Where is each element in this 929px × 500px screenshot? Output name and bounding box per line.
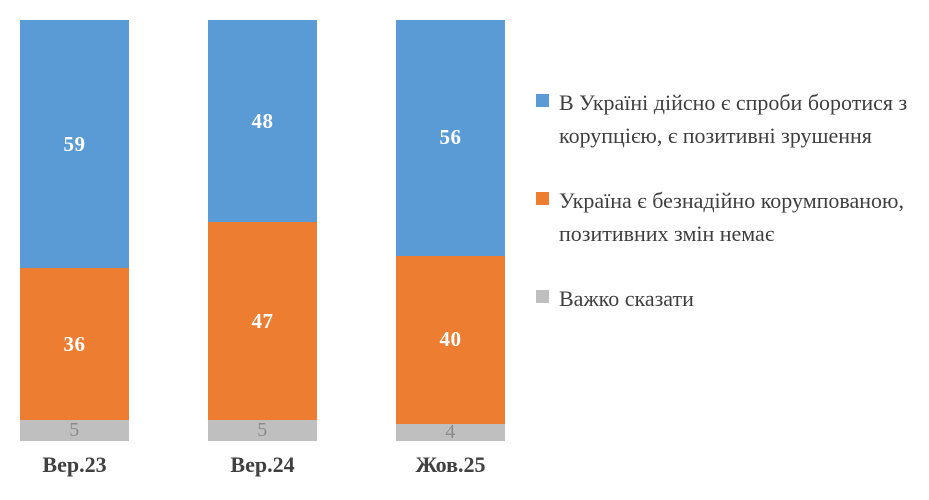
legend-label-hopelessly-corrupt: Україна є безнадійно корумпованою, позит… <box>559 188 904 246</box>
bar-segment-hopelessly-corrupt: 36 <box>20 268 129 420</box>
bar-segment-hard-to-say: 4 <box>396 421 505 444</box>
legend-item-hopelessly-corrupt: Україна є безнадійно корумпованою, позит… <box>536 184 926 250</box>
segment-value-label: 59 <box>63 131 86 156</box>
bar-ver23: 59 36 5 <box>20 20 129 441</box>
bar-segment-fight-attempts: 56 <box>396 20 505 256</box>
segment-value-label: 5 <box>257 418 268 441</box>
category-label-zhov25: Жов.25 <box>415 452 486 477</box>
bar-segment-hard-to-say: 5 <box>20 418 129 441</box>
bar-segment-hopelessly-corrupt: 40 <box>396 255 505 425</box>
legend-item-hard-to-say: Важко сказати <box>536 282 926 315</box>
segment-value-label: 40 <box>439 327 462 352</box>
segment-value-label: 47 <box>251 308 274 333</box>
legend-label-fight-attempts: В Україні дійсно є спроби боротися з кор… <box>559 90 908 148</box>
bar-segment-hopelessly-corrupt: 47 <box>208 222 317 420</box>
legend-marker-orange-icon <box>536 192 549 205</box>
segment-value-label: 36 <box>63 331 86 356</box>
legend-marker-blue-icon <box>536 94 549 107</box>
bar-zhov25: 56 40 4 <box>396 20 505 444</box>
x-axis: Вер.23 Вер.24 Жов.25 <box>20 452 505 478</box>
bar-ver24: 48 47 5 <box>208 20 317 441</box>
legend: В Україні дійсно є спроби боротися з кор… <box>536 86 926 347</box>
segment-value-label: 4 <box>445 421 456 444</box>
legend-marker-gray-icon <box>536 290 549 303</box>
segment-value-label: 48 <box>251 108 274 133</box>
segment-value-label: 56 <box>439 125 462 150</box>
legend-item-fight-attempts: В Україні дійсно є спроби боротися з кор… <box>536 86 926 152</box>
plot-area: 59 36 5 48 47 5 56 40 4 <box>20 20 505 444</box>
bar-segment-hard-to-say: 5 <box>208 418 317 441</box>
bar-segment-fight-attempts: 48 <box>208 20 317 223</box>
category-label-ver23: Вер.23 <box>42 452 107 477</box>
segment-value-label: 5 <box>69 418 80 441</box>
legend-label-hard-to-say: Важко сказати <box>559 286 694 311</box>
category-label-ver24: Вер.24 <box>230 452 295 477</box>
bar-segment-fight-attempts: 59 <box>20 20 129 269</box>
